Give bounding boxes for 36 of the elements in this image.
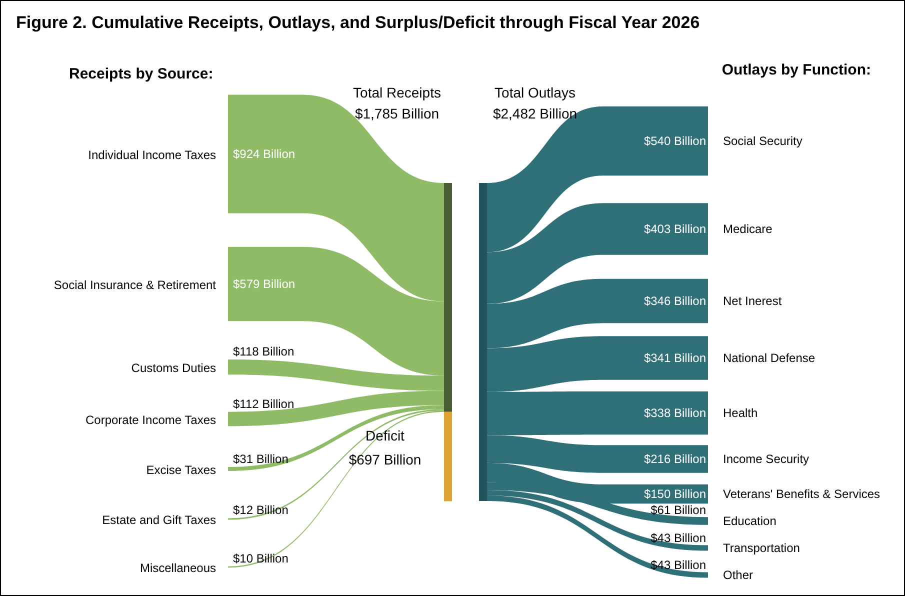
data-label: $403 Billion <box>644 222 706 236</box>
category-label: Medicare <box>723 222 773 236</box>
category-label: Income Security <box>723 452 810 466</box>
category-label: Miscellaneous <box>140 561 216 575</box>
data-label: $346 Billion <box>644 294 706 308</box>
category-label: Individual Income Taxes <box>88 148 216 162</box>
data-label: $579 Billion <box>233 277 296 291</box>
category-label: Social Security <box>723 134 802 148</box>
data-label: $43 Billion <box>650 531 706 546</box>
data-label: $31 Billion <box>233 452 288 466</box>
text: Total Receipts $1,785 Billion <box>353 84 441 122</box>
category-label: Estate and Gift Taxes <box>102 513 216 527</box>
category-label: National Defense <box>723 351 816 365</box>
data-label: $112 Billion <box>233 396 294 411</box>
category-label: Net Inerest <box>723 294 782 308</box>
data-label: $216 Billion <box>644 452 706 466</box>
data-label: $150 Billion <box>644 487 706 501</box>
text: Total Outlays $2,482 Billion <box>492 84 578 122</box>
category-label: Other <box>723 568 754 582</box>
data-label: $924 Billion <box>233 147 296 161</box>
data-label: $338 Billion <box>644 406 706 420</box>
data-label: $61 Billion <box>650 503 706 518</box>
category-label: Education <box>723 514 776 528</box>
category-label: Corporate Income Taxes <box>85 413 216 427</box>
category-label: Health <box>723 406 758 420</box>
text: Outlays by Function: <box>722 62 871 78</box>
data-label: $540 Billion <box>644 134 706 148</box>
series-label: Receipts by Source: <box>69 66 214 82</box>
category-label: Social Insurance & Retirement <box>54 278 217 292</box>
text: Figure 2. Cumulative Receipts, Outlays, and Surplus/Deficit through Fiscal Year 2026 <box>16 13 700 32</box>
category-label: Veterans' Benefits & Services <box>723 487 880 501</box>
category-label: Transportation <box>723 541 800 555</box>
category-label: Customs Duties <box>131 361 216 375</box>
data-label: $118 Billion <box>233 344 294 358</box>
category-label: Excise Taxes <box>146 463 216 477</box>
data-label: $341 Billion <box>644 351 706 365</box>
